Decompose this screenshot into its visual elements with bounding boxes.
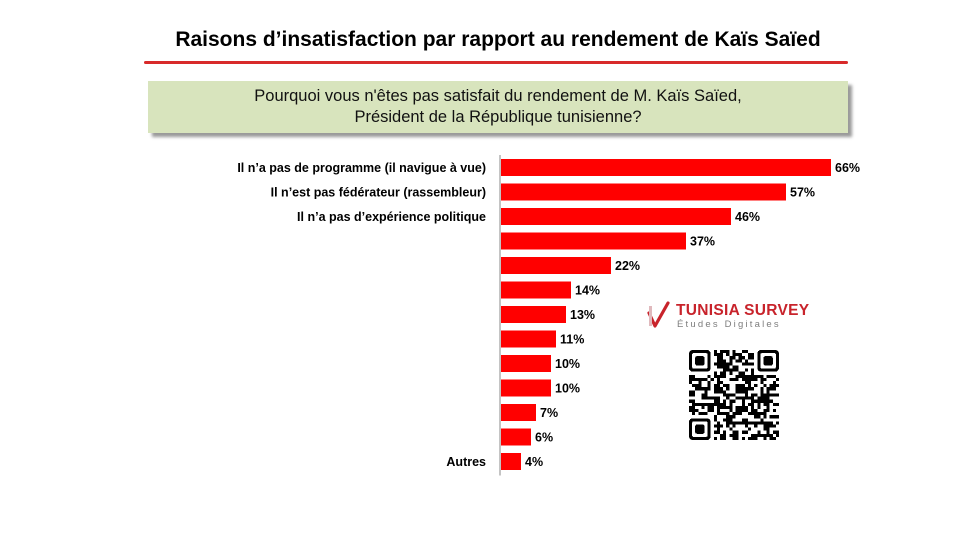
value-label: 4%	[525, 455, 543, 469]
brand-tagline: Études Digitales	[677, 319, 781, 330]
category-label: Autres	[446, 455, 486, 469]
bar	[501, 159, 831, 176]
value-label: 10%	[555, 357, 580, 371]
bar	[501, 257, 611, 274]
bar	[501, 379, 551, 397]
value-label: 10%	[555, 382, 580, 396]
value-label: 37%	[690, 235, 715, 249]
bar	[501, 232, 686, 250]
bar	[501, 404, 536, 421]
value-label: 6%	[535, 431, 553, 445]
bar	[501, 330, 556, 348]
bar	[501, 208, 731, 225]
question-box: Pourquoi vous n'êtes pas satisfait du re…	[148, 81, 848, 133]
brand-name: TUNISIA SURVEY	[676, 302, 810, 319]
category-label: Il n’est pas fédérateur (rassembleur)	[271, 186, 486, 200]
bar	[501, 306, 566, 323]
bar	[501, 428, 531, 446]
bar	[501, 281, 571, 299]
value-label: 66%	[835, 161, 860, 175]
question-line-2: Président de la République tunisienne?	[354, 108, 642, 126]
value-label: 7%	[540, 406, 558, 420]
question-line-1: Pourquoi vous n'êtes pas satisfait du re…	[254, 87, 742, 105]
bar	[501, 183, 786, 201]
value-label: 11%	[560, 333, 584, 347]
qr-code-icon	[689, 350, 779, 440]
checkmark-logo-icon	[647, 301, 670, 328]
chart-title: Raisons d’insatisfaction par rapport au …	[175, 28, 821, 51]
value-label: 46%	[735, 210, 760, 224]
category-label: Il n’a pas de programme (il navigue à vu…	[237, 161, 486, 175]
bar	[501, 355, 551, 372]
bar	[501, 453, 521, 470]
value-label: 14%	[575, 284, 600, 298]
category-label: Il n’a pas d’expérience politique	[297, 210, 486, 224]
value-label: 22%	[615, 259, 640, 273]
value-label: 57%	[790, 186, 815, 200]
title-underline	[144, 61, 848, 64]
value-label: 13%	[570, 308, 595, 322]
